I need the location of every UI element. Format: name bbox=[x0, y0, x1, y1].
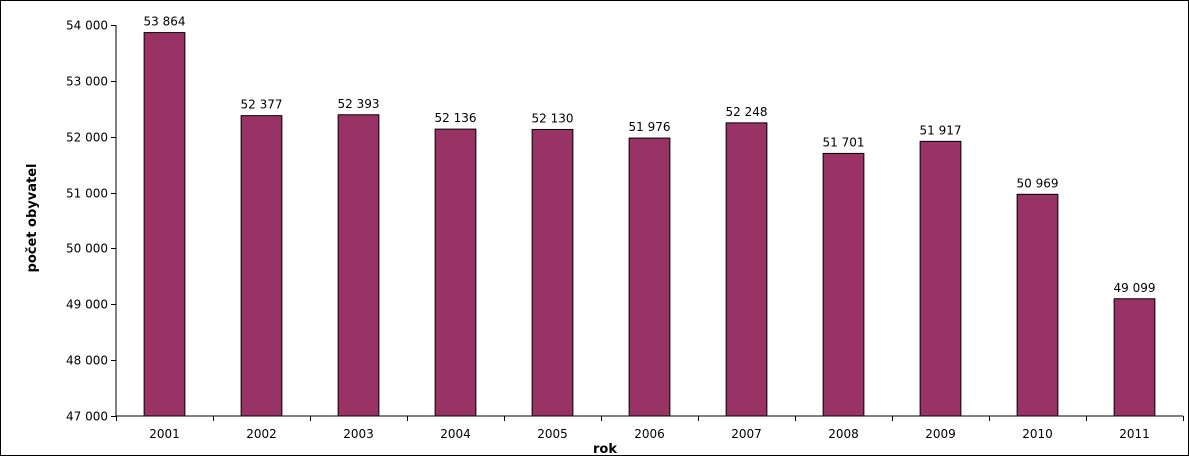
bar bbox=[434, 128, 477, 417]
data-label: 50 969 bbox=[1017, 176, 1059, 190]
bar bbox=[725, 122, 768, 417]
x-tick-label: 2002 bbox=[246, 427, 277, 441]
x-tick-label: 2001 bbox=[149, 427, 180, 441]
x-tick-label: 2007 bbox=[731, 427, 762, 441]
data-label: 52 393 bbox=[338, 97, 380, 111]
data-label: 52 136 bbox=[435, 111, 477, 125]
data-label: 52 248 bbox=[726, 105, 768, 119]
y-tick-label: 52 000 bbox=[66, 131, 108, 145]
y-tick-label: 50 000 bbox=[66, 242, 108, 256]
x-tick-label: 2004 bbox=[440, 427, 471, 441]
y-axis-title: počet obyvatel bbox=[25, 164, 40, 273]
axes-group bbox=[111, 25, 1184, 421]
bar bbox=[143, 32, 186, 417]
x-tick-label: 2006 bbox=[634, 427, 665, 441]
y-tick-label: 54 000 bbox=[66, 19, 108, 33]
bar bbox=[919, 140, 962, 417]
data-label: 49 099 bbox=[1114, 281, 1156, 295]
bar bbox=[1016, 193, 1059, 417]
data-label: 51 701 bbox=[823, 135, 865, 149]
y-tick-label: 48 000 bbox=[66, 354, 108, 368]
x-tick-label: 2011 bbox=[1119, 427, 1150, 441]
data-label: 52 130 bbox=[532, 111, 574, 125]
x-tick-label: 2010 bbox=[1022, 427, 1053, 441]
x-tick-label: 2003 bbox=[343, 427, 374, 441]
data-label: 53 864 bbox=[144, 15, 186, 29]
bar bbox=[822, 152, 865, 417]
bar bbox=[531, 128, 574, 417]
y-tick-label: 53 000 bbox=[66, 75, 108, 89]
bar bbox=[337, 114, 380, 417]
data-label: 51 917 bbox=[920, 123, 962, 137]
y-tick-label: 51 000 bbox=[66, 187, 108, 201]
data-label: 52 377 bbox=[241, 98, 283, 112]
labels-group: 47 000 48 000 49 000 50 000 51 000 52 000 53 0… bbox=[66, 15, 1156, 441]
bar bbox=[628, 137, 671, 417]
x-tick-label: 2008 bbox=[828, 427, 859, 441]
bar bbox=[1113, 298, 1156, 417]
y-tick-label: 47 000 bbox=[66, 410, 108, 424]
data-label: 51 976 bbox=[629, 120, 671, 134]
x-axis-title: rok bbox=[593, 442, 617, 455]
x-tick-label: 2005 bbox=[537, 427, 568, 441]
y-tick-label: 49 000 bbox=[66, 298, 108, 312]
x-tick-label: 2009 bbox=[925, 427, 956, 441]
bars-group bbox=[143, 32, 1156, 417]
bar bbox=[240, 115, 283, 417]
